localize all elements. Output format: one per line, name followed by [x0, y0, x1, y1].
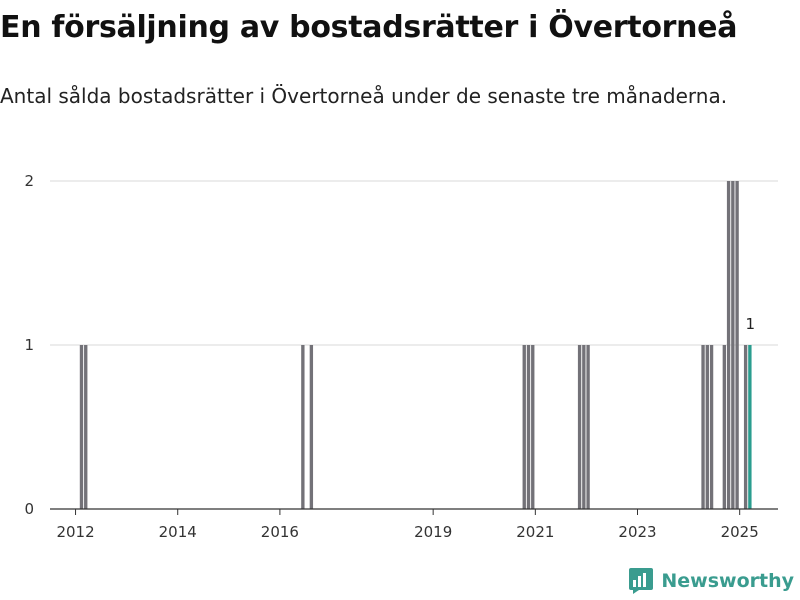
y-tick-label: 2 — [24, 172, 34, 190]
x-tick-label: 2021 — [516, 523, 554, 541]
bar — [709, 345, 714, 509]
bar — [705, 345, 709, 509]
bar — [735, 181, 739, 509]
newsworthy-logo-icon — [629, 568, 654, 594]
y-tick-label: 1 — [24, 336, 34, 354]
y-tick-label: 0 — [24, 500, 34, 518]
bar — [577, 345, 582, 509]
bar — [309, 345, 314, 509]
x-tick-label: 2019 — [414, 523, 452, 541]
x-tick-label: 2025 — [721, 523, 759, 541]
page-subtitle: Antal sålda bostadsrätter i Övertorneå u… — [0, 84, 728, 108]
bar — [582, 345, 586, 509]
bar — [301, 345, 305, 509]
bar — [743, 345, 748, 509]
bar — [531, 345, 535, 509]
bar — [84, 345, 88, 509]
data-label: 1 — [746, 315, 756, 333]
x-tick-label: 2016 — [261, 523, 299, 541]
bar — [722, 345, 727, 509]
bar — [731, 181, 735, 509]
page-title: En försäljning av bostadsrätter i Överto… — [0, 10, 738, 45]
brand-name: Newsworthy — [661, 570, 794, 592]
bar — [726, 181, 731, 509]
bar — [526, 345, 531, 509]
x-tick-label: 2023 — [618, 523, 656, 541]
bar-highlight — [748, 345, 752, 509]
x-tick-label: 2012 — [56, 523, 94, 541]
bar — [79, 345, 84, 509]
x-tick-label: 2014 — [159, 523, 197, 541]
bar — [522, 345, 526, 509]
brand-logo: Newsworthy — [629, 568, 794, 594]
bar — [701, 345, 705, 509]
bar — [586, 345, 590, 509]
